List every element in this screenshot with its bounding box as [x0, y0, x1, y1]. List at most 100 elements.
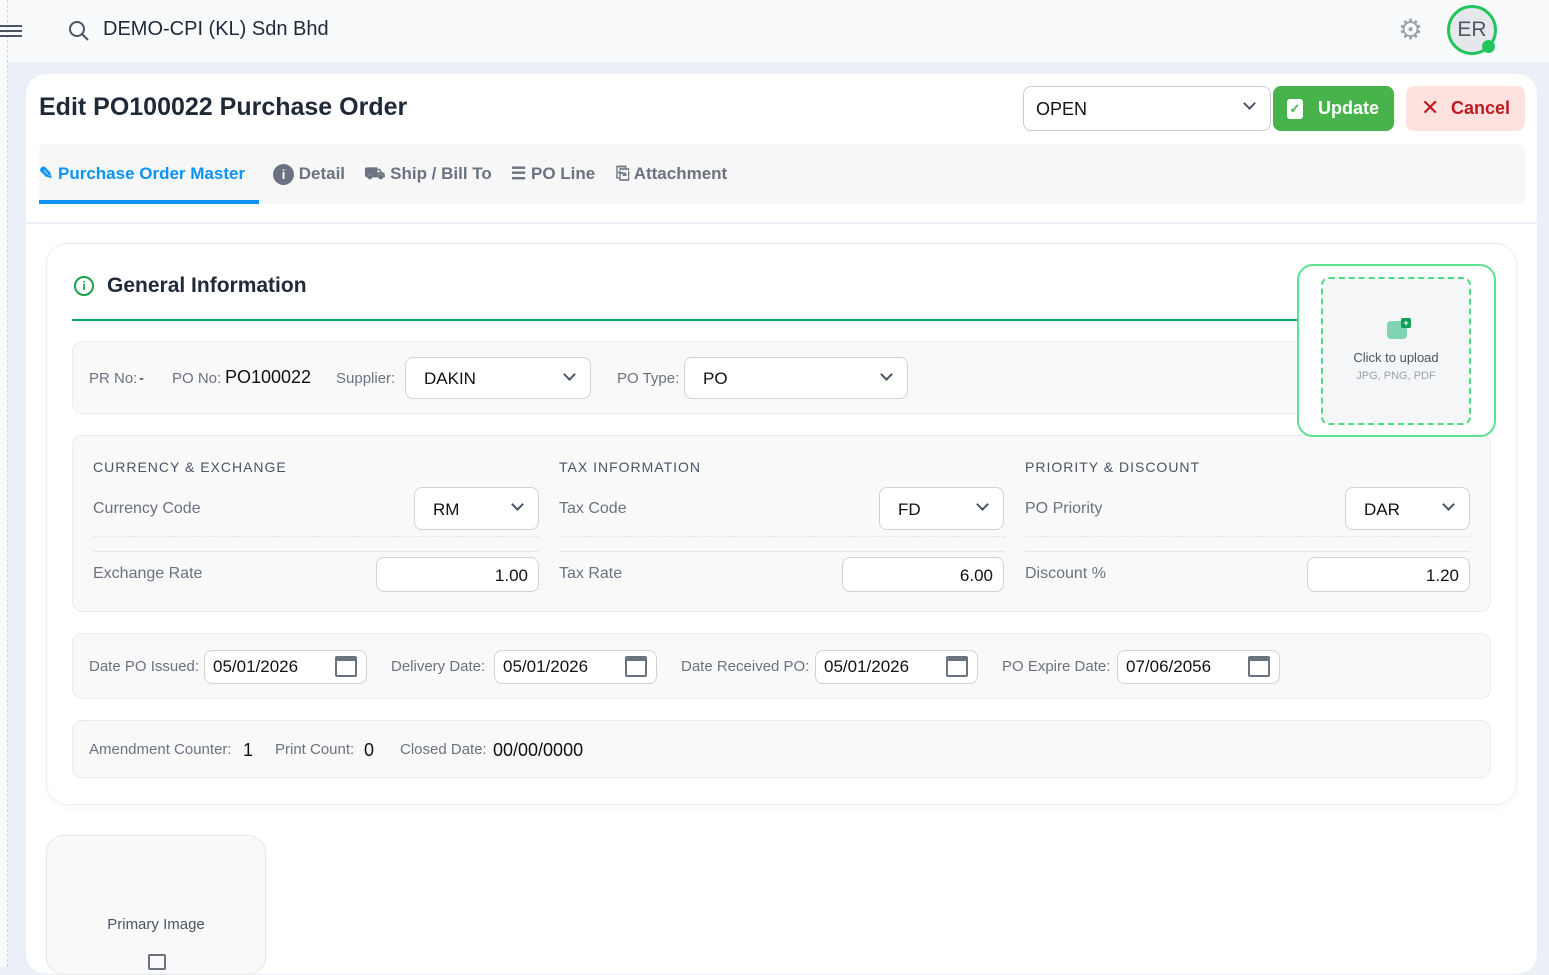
- tab-attachment[interactable]: ⎘ Attachment: [616, 164, 727, 184]
- chevron-down-icon: [511, 498, 524, 511]
- po-priority-label: PO Priority: [1025, 500, 1103, 517]
- upload-label: Click to upload: [1353, 350, 1439, 365]
- page-title: Edit PO100022 Purchase Order: [39, 93, 408, 121]
- po-expire-date-input[interactable]: 07/06/2056: [1117, 650, 1280, 684]
- tax-group-title: TAX INFORMATION: [559, 459, 702, 475]
- tab-label: Ship / Bill To: [390, 164, 492, 183]
- search-icon[interactable]: [68, 20, 90, 42]
- cancel-label: Cancel: [1451, 98, 1511, 118]
- supplier-value: DAKIN: [424, 369, 476, 388]
- upload-dropzone[interactable]: + Click to upload JPG, PNG, PDF: [1321, 277, 1471, 425]
- supplier-select[interactable]: DAKIN: [405, 357, 591, 399]
- calendar-icon[interactable]: [335, 656, 357, 677]
- amendment-counter-value: 1: [243, 740, 254, 760]
- update-label: Update: [1318, 98, 1380, 118]
- info-icon: i: [74, 276, 94, 296]
- date-po-issued-label: Date PO Issued:: [89, 658, 200, 675]
- tab-label: Purchase Order Master: [57, 164, 246, 183]
- po-expire-date-label: PO Expire Date:: [1002, 658, 1111, 675]
- active-tab-indicator: [39, 200, 259, 204]
- po-priority-value: DAR: [1364, 500, 1400, 519]
- status-select[interactable]: OPEN: [1023, 86, 1271, 131]
- close-icon: ✕: [1421, 95, 1440, 120]
- tab-detail[interactable]: i Detail: [273, 164, 345, 185]
- exchange-rate-label: Exchange Rate: [93, 565, 203, 582]
- tax-rate-label: Tax Rate: [559, 565, 623, 582]
- avatar[interactable]: ER: [1447, 5, 1497, 55]
- calendar-icon[interactable]: [625, 656, 647, 677]
- save-check-icon: ✓: [1287, 99, 1303, 119]
- tab-bar: ✎ Purchase Order Master i Detail ⛟ Ship …: [39, 144, 1525, 204]
- section-divider: [72, 319, 1298, 321]
- tab-purchase-order-master[interactable]: ✎ Purchase Order Master: [39, 164, 245, 184]
- tab-ship-bill-to[interactable]: ⛟ Ship / Bill To: [364, 164, 492, 186]
- attachment-icon: ⎘: [616, 164, 630, 183]
- amendment-counter-label: Amendment Counter:: [89, 741, 232, 758]
- menu-icon[interactable]: [0, 22, 22, 40]
- currency-code-label: Currency Code: [93, 500, 201, 517]
- po-type-label: PO Type:: [617, 370, 680, 387]
- po-type-select[interactable]: PO: [684, 357, 908, 399]
- closed-date-label: Closed Date:: [400, 741, 487, 758]
- discount-input[interactable]: 1.20: [1307, 557, 1470, 592]
- chevron-down-icon: [880, 368, 893, 381]
- info-icon: i: [273, 164, 294, 185]
- upload-types: JPG, PNG, PDF: [1356, 370, 1436, 382]
- plus-icon: +: [1401, 318, 1411, 328]
- chevron-down-icon: [1243, 97, 1256, 110]
- exchange-rate-input[interactable]: 1.00: [376, 557, 539, 592]
- tax-code-value: FD: [898, 500, 921, 519]
- chevron-down-icon: [1442, 498, 1455, 511]
- sidebar-collapsed: [0, 0, 8, 967]
- dates-row: Date PO Issued: 05/01/2026 Delivery Date…: [72, 633, 1491, 699]
- calendar-icon[interactable]: [946, 656, 968, 677]
- tab-label: Attachment: [633, 164, 728, 183]
- financial-groups: CURRENCY & EXCHANGE Currency Code RM Exc…: [72, 435, 1491, 612]
- po-no-label: PO No:: [172, 370, 222, 387]
- gear-icon[interactable]: ⚙: [1398, 14, 1424, 45]
- update-button[interactable]: ✓ Update: [1273, 86, 1394, 131]
- po-type-value: PO: [703, 369, 728, 388]
- calendar-icon[interactable]: [1248, 656, 1270, 677]
- header-divider: [26, 222, 1537, 224]
- list-icon: ☰: [511, 164, 527, 183]
- tax-rate-input[interactable]: 6.00: [842, 557, 1004, 592]
- tab-po-line[interactable]: ☰ PO Line: [511, 164, 595, 184]
- date-received-po-label: Date Received PO:: [681, 658, 810, 675]
- chevron-down-icon: [976, 498, 989, 511]
- primary-image-label: Primary Image: [107, 916, 205, 933]
- date-po-issued-input[interactable]: 05/01/2026: [204, 650, 367, 684]
- truck-icon: ⛟: [364, 164, 386, 183]
- counters-row: Amendment Counter: 1 Print Count: 0 Clos…: [72, 720, 1491, 778]
- chevron-down-icon: [563, 368, 576, 381]
- discount-label: Discount %: [1025, 565, 1106, 582]
- tax-code-label: Tax Code: [559, 500, 627, 517]
- date-value: 05/01/2026: [824, 657, 910, 676]
- pr-no-label: PR No:: [89, 370, 138, 387]
- currency-code-select[interactable]: RM: [414, 487, 539, 530]
- date-value: 05/01/2026: [213, 657, 299, 676]
- print-count-value: 0: [364, 740, 375, 760]
- delivery-date-label: Delivery Date:: [391, 658, 486, 675]
- date-received-po-input[interactable]: 05/01/2026: [815, 650, 978, 684]
- tab-label: Detail: [298, 164, 346, 183]
- primary-image-card[interactable]: Primary Image: [46, 835, 266, 975]
- tab-label: PO Line: [530, 164, 596, 183]
- tax-code-select[interactable]: FD: [879, 487, 1004, 530]
- po-priority-select[interactable]: DAR: [1345, 487, 1470, 530]
- company-name[interactable]: DEMO-CPI (KL) Sdn Bhd: [103, 18, 329, 40]
- pen-icon: ✎: [39, 164, 54, 183]
- top-bar: [0, 0, 1549, 62]
- closed-date-value: 00/00/0000: [493, 740, 584, 760]
- po-no-value: PO100022: [225, 367, 312, 387]
- supplier-label: Supplier:: [336, 370, 396, 387]
- currency-code-value: RM: [433, 500, 460, 519]
- section-title: General Information: [107, 274, 307, 297]
- currency-group-title: CURRENCY & EXCHANGE: [93, 459, 287, 475]
- status-value: OPEN: [1036, 99, 1088, 119]
- po-identity-row: PR No: - PO No: PO100022 Supplier: DAKIN…: [72, 341, 1491, 414]
- print-count-label: Print Count:: [275, 741, 355, 758]
- cancel-button[interactable]: ✕ Cancel: [1406, 86, 1525, 131]
- delivery-date-input[interactable]: 05/01/2026: [494, 650, 657, 684]
- add-image-icon[interactable]: [148, 954, 166, 970]
